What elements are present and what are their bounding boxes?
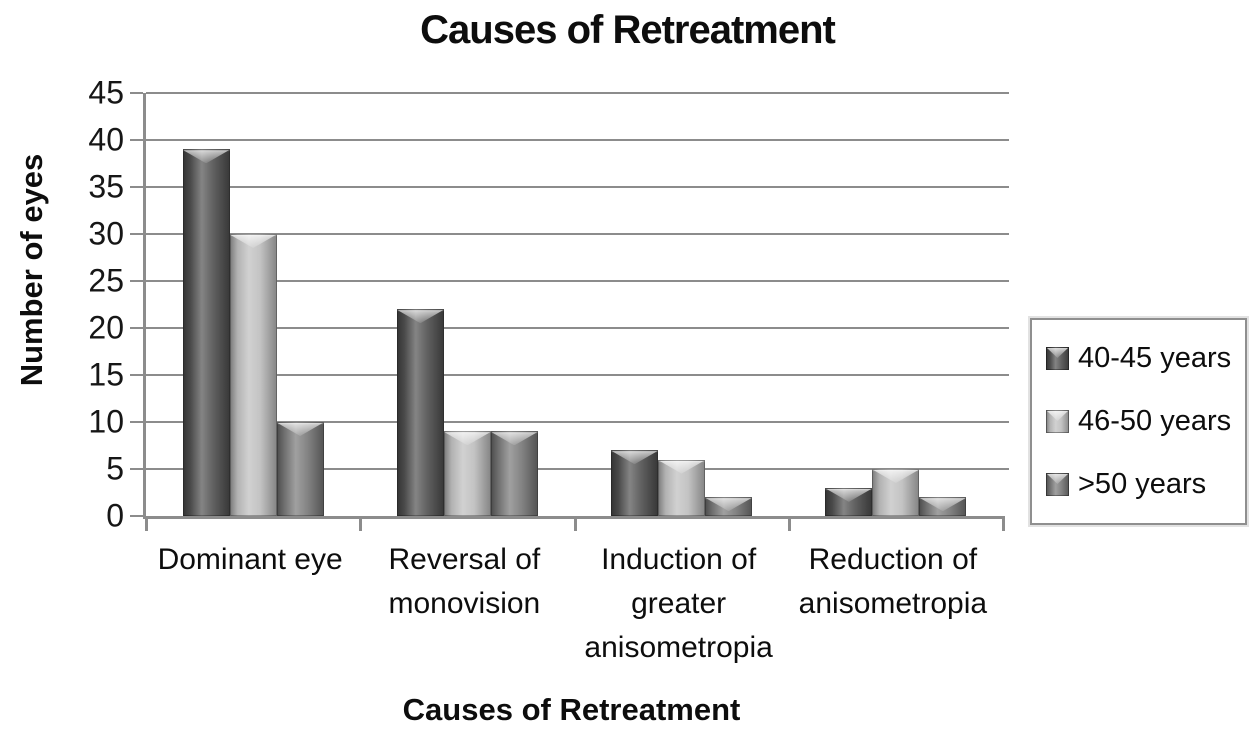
y-tick-label: 35 xyxy=(88,168,124,205)
legend-label: 40-45 years xyxy=(1078,342,1232,374)
x-category-labels: Dominant eye Reversal of monovision Induct… xyxy=(143,538,1000,670)
bar-40-45-years xyxy=(182,149,230,516)
y-tick-label: 30 xyxy=(88,215,124,252)
x-tick-mark xyxy=(145,516,148,531)
y-tick-label: 0 xyxy=(106,497,124,534)
bar->50-years xyxy=(919,497,967,516)
bar-group xyxy=(789,93,1003,516)
x-tick-mark xyxy=(359,516,363,531)
legend: 40-45 years 46-50 years >50 years xyxy=(1028,316,1249,527)
bar-40-45-years xyxy=(396,309,444,516)
x-category-label: Induction of greater anisometropia xyxy=(584,543,773,665)
x-tick-mark xyxy=(787,516,791,531)
legend-item: 46-50 years xyxy=(1046,405,1233,438)
legend-swatch-icon xyxy=(1046,347,1069,370)
legend-swatch-icon xyxy=(1046,410,1069,433)
y-tick-mark xyxy=(130,373,143,376)
x-axis-title: Causes of Retreatment xyxy=(402,692,741,727)
y-tick-mark xyxy=(130,467,143,470)
y-tick-label: 5 xyxy=(106,450,124,487)
y-tick-label: 45 xyxy=(88,74,124,111)
legend-label: 46-50 years xyxy=(1078,405,1232,437)
y-tick-mark xyxy=(130,138,143,141)
bar-group xyxy=(360,93,574,516)
legend-label: >50 years xyxy=(1078,468,1207,500)
y-tick-label: 20 xyxy=(88,309,124,346)
x-category-label: Dominant eye xyxy=(157,543,343,576)
plot-area: 0 5 10 15 20 25 30 35 40 45 xyxy=(88,75,1009,534)
bar-46-50-years xyxy=(658,459,706,516)
gridline xyxy=(146,327,1009,329)
bar-40-45-years xyxy=(825,487,873,516)
legend-item: 40-45 years xyxy=(1046,342,1233,375)
bar-46-50-years xyxy=(443,431,491,516)
gridline xyxy=(146,279,1009,282)
x-category-label: Reversal of monovision xyxy=(388,543,541,621)
x-tick-mark xyxy=(573,516,577,531)
bar-group xyxy=(575,93,789,516)
y-tick-label: 15 xyxy=(88,356,124,393)
gridline xyxy=(146,373,1009,376)
bar->50-years xyxy=(490,431,538,516)
y-tick-mark xyxy=(130,279,143,282)
bar->50-years xyxy=(276,422,324,516)
legend-item: >50 years xyxy=(1046,468,1233,501)
bar-group xyxy=(146,93,360,516)
y-tick-mark xyxy=(130,327,143,329)
y-tick-label: 25 xyxy=(88,262,124,299)
y-tick-label: 10 xyxy=(88,403,124,440)
bar-46-50-years xyxy=(872,469,920,516)
y-tick-mark xyxy=(130,515,143,517)
y-tick-mark xyxy=(130,92,143,94)
chart-title: Causes of Retreatment xyxy=(420,8,836,52)
y-tick-mark xyxy=(130,185,143,188)
y-tick-label: 40 xyxy=(88,121,124,158)
gridline xyxy=(146,138,1009,141)
x-tick-mark xyxy=(1002,516,1005,531)
legend-swatch-icon xyxy=(1046,473,1069,496)
bar-series-layer xyxy=(146,93,1003,516)
gridline xyxy=(146,421,1009,423)
gridline xyxy=(146,232,1009,235)
bar-46-50-years xyxy=(229,234,277,516)
x-category-label: Reduction of anisometropia xyxy=(798,543,988,621)
gridline xyxy=(146,92,1009,94)
gridline xyxy=(146,467,1009,470)
bar-40-45-years xyxy=(611,450,659,516)
y-tick-mark xyxy=(130,421,143,423)
gridline xyxy=(146,185,1009,188)
y-tick-mark xyxy=(130,232,143,235)
bar->50-years xyxy=(705,497,753,516)
y-axis-title: Number of eyes xyxy=(14,153,49,387)
